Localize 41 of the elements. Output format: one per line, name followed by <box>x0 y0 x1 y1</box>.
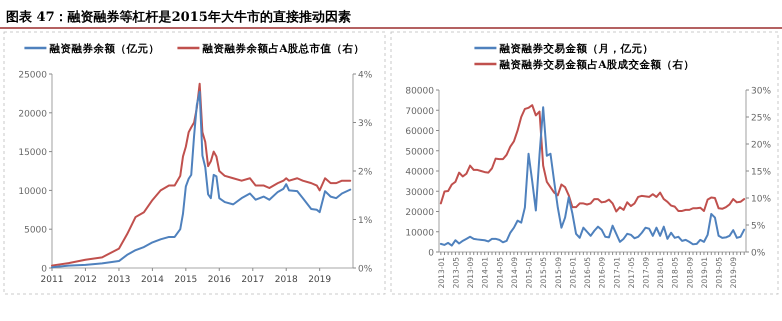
legend-label: 融资融券交易金额占A股成交金额（右） <box>499 58 695 71</box>
x-tick-label: 2017 <box>241 275 264 285</box>
y-tick-label: 80000 <box>405 86 434 96</box>
x-tick-label: 2018 <box>274 275 298 285</box>
y-tick-label: 40000 <box>405 168 434 178</box>
x-tick-label: 2015 <box>174 275 198 285</box>
y-tick-label: 0 <box>41 264 48 274</box>
x-tick-label: 2016 <box>208 275 231 285</box>
y2-tick-label: 25% <box>751 114 772 124</box>
y-tick-label: 0 <box>428 248 434 258</box>
y2-tick-label: 20% <box>751 140 772 150</box>
chart-title: 图表 47：融资融券等杠杆是2015年大牛市的直接推动因素 <box>6 9 351 25</box>
y2-tick-label: 0% <box>751 248 766 258</box>
y-tick-label: 25000 <box>18 70 48 80</box>
y2-tick-label: 1% <box>358 216 373 226</box>
y2-tick-label: 30% <box>751 86 772 96</box>
y2-tick-label: 15% <box>751 168 772 178</box>
y-tick-label: 10000 <box>405 228 434 238</box>
legend-label: 融资融券余额（亿元） <box>49 42 160 55</box>
x-tick-label: 2013 <box>108 275 130 285</box>
y2-tick-label: 5% <box>751 222 766 232</box>
y-tick-label: 5000 <box>24 226 48 236</box>
y2-tick-label: 2% <box>358 168 373 178</box>
y-tick-label: 20000 <box>18 109 48 120</box>
x-tick-label: 2012 <box>74 275 97 285</box>
y2-tick-label: 10% <box>751 194 772 204</box>
legend-label: 融资融券交易金额（月，亿元） <box>499 42 654 55</box>
x-tick-label: 2019 <box>308 275 332 285</box>
y-tick-label: 50000 <box>405 147 434 158</box>
x-tick-label: 2014 <box>140 275 164 285</box>
y2-tick-label: 3% <box>358 119 373 129</box>
legend-label: 融资融券余额占A股总市值（右） <box>202 42 365 55</box>
y-tick-label: 10000 <box>18 186 48 197</box>
y-tick-label: 70000 <box>405 106 434 117</box>
y-tick-label: 15000 <box>18 148 48 158</box>
y-tick-label: 60000 <box>405 127 434 137</box>
x-tick-label: 2011 <box>40 275 64 285</box>
y2-tick-label: 4% <box>358 70 373 80</box>
y-tick-label: 30000 <box>405 188 434 198</box>
y2-tick-label: 0% <box>358 264 373 274</box>
y-tick-label: 20000 <box>405 208 434 218</box>
